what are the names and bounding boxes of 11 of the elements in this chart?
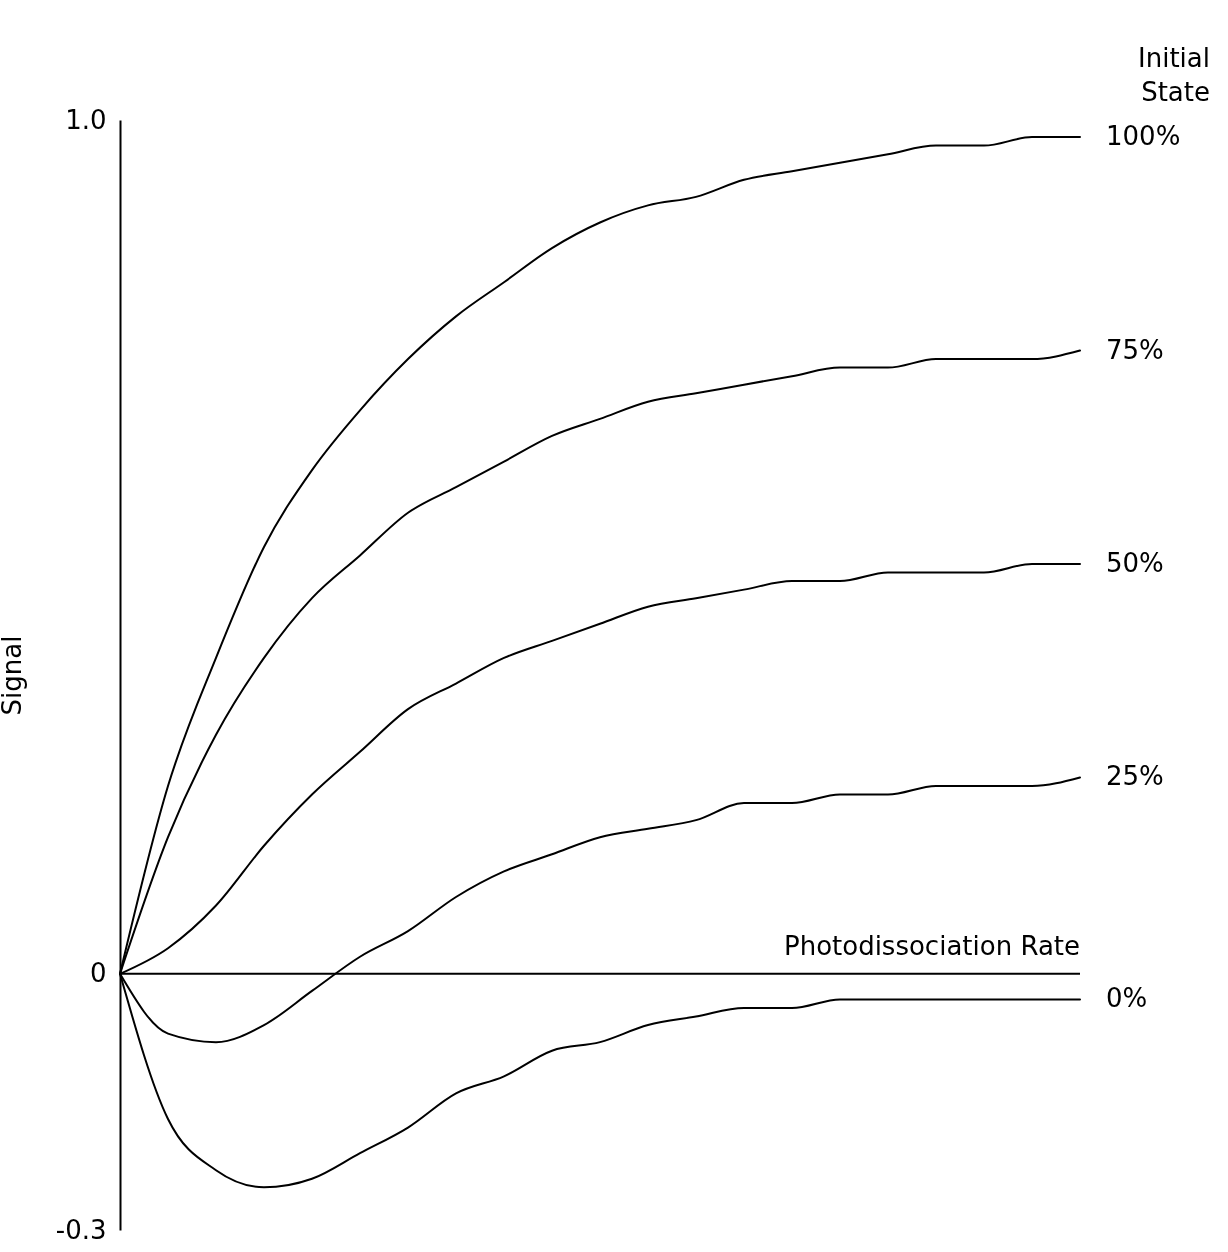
y-tick-label: -0.3	[55, 1214, 107, 1245]
series-label: 75%	[1106, 334, 1164, 365]
series-label: 0%	[1106, 983, 1148, 1014]
series-label: 25%	[1106, 761, 1164, 792]
y-tick-label: 0	[89, 958, 107, 989]
series-label: 50%	[1106, 548, 1164, 578]
series-label: 100%	[1106, 121, 1181, 152]
legend-title: Initial State	[1138, 43, 1210, 107]
y-tick-label: 1.0	[65, 104, 107, 135]
y-axis-title: Signal	[0, 635, 27, 716]
ref-line-label: Photodissociation Rate	[783, 930, 1080, 961]
